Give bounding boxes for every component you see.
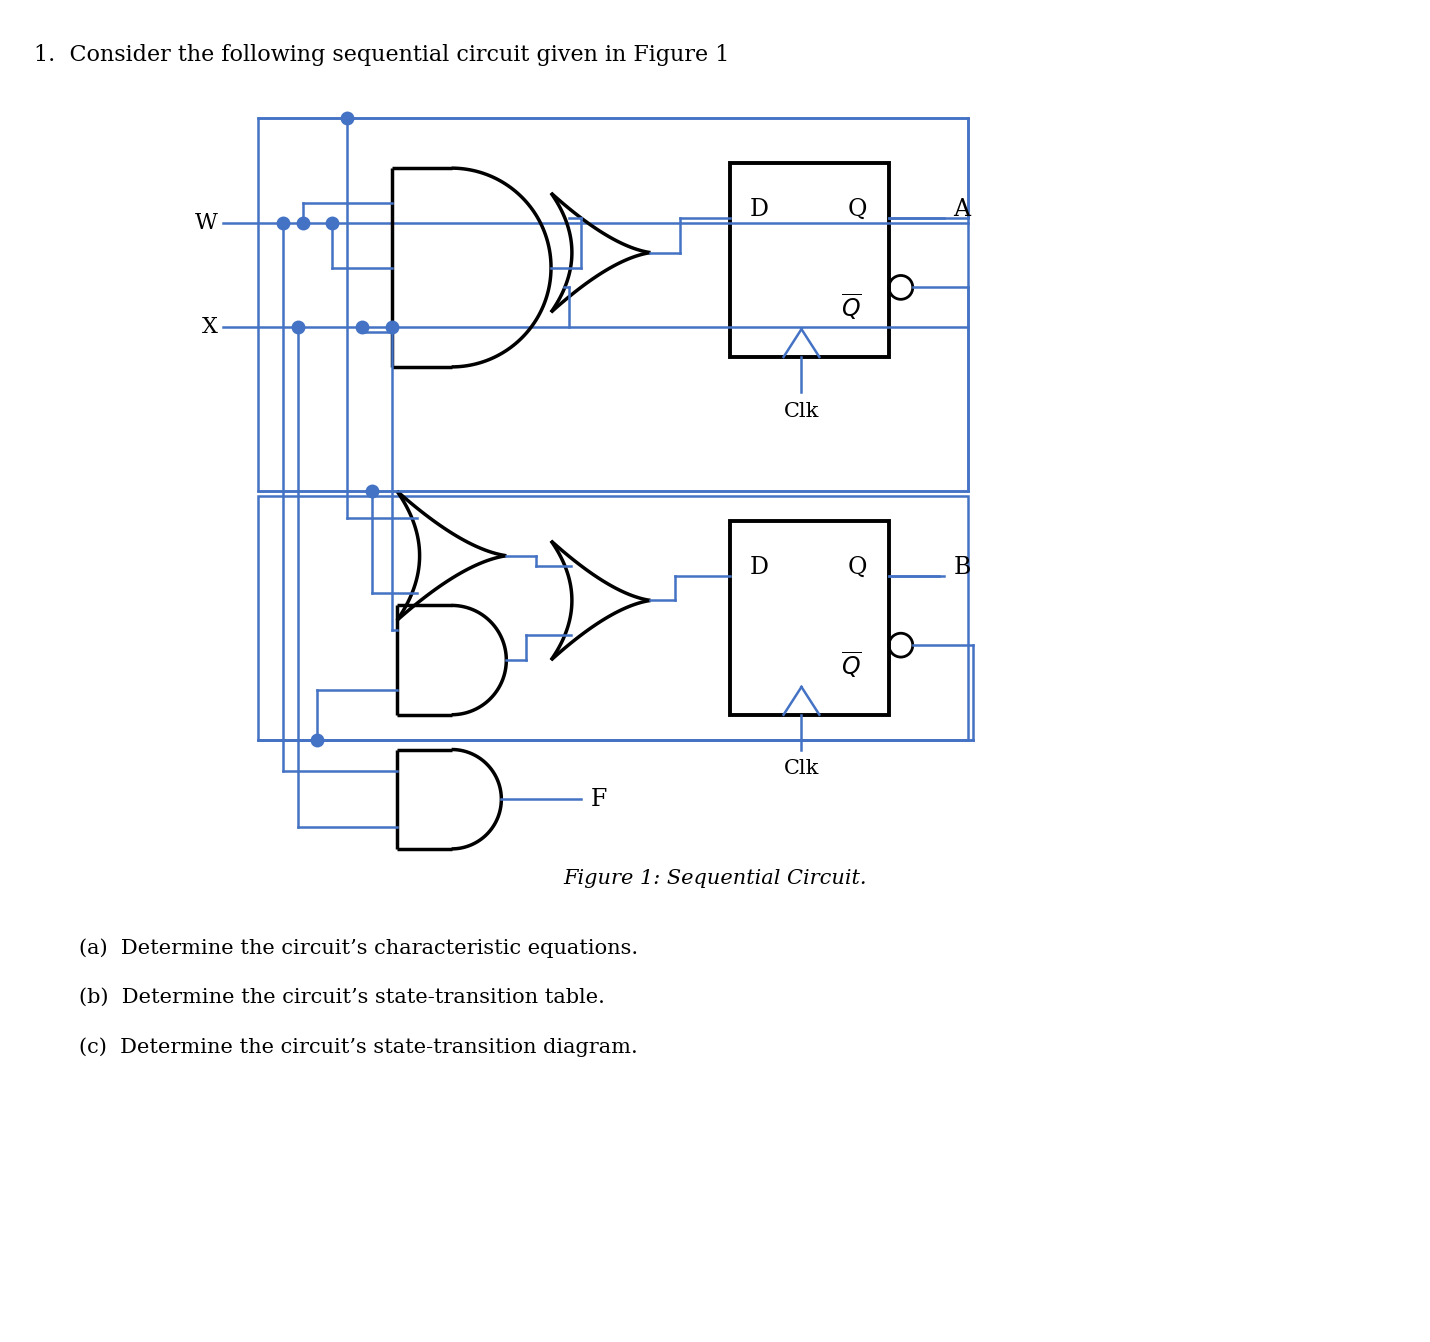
- Text: Figure 1: Sequential Circuit.: Figure 1: Sequential Circuit.: [563, 868, 867, 888]
- Bar: [729, 164, 889, 357]
- Text: A: A: [954, 199, 971, 221]
- Text: Q: Q: [847, 199, 867, 221]
- Text: $\overline{Q}$: $\overline{Q}$: [841, 650, 862, 680]
- Text: F: F: [591, 788, 608, 811]
- Text: B: B: [954, 556, 971, 578]
- Bar: [729, 521, 889, 715]
- Text: (b)  Determine the circuit’s state-transition table.: (b) Determine the circuit’s state-transi…: [79, 988, 605, 1006]
- Bar: [257, 497, 968, 739]
- Text: Q: Q: [847, 556, 867, 578]
- Text: $\overline{Q}$: $\overline{Q}$: [841, 293, 862, 322]
- Bar: [257, 118, 968, 491]
- Text: X: X: [202, 317, 219, 338]
- Text: 1.  Consider the following sequential circuit given in Figure 1: 1. Consider the following sequential cir…: [34, 44, 729, 66]
- Text: D: D: [749, 556, 769, 578]
- Text: (a)  Determine the circuit’s characteristic equations.: (a) Determine the circuit’s characterist…: [79, 938, 638, 958]
- Text: Clk: Clk: [784, 760, 819, 778]
- Text: Clk: Clk: [784, 401, 819, 420]
- Text: D: D: [749, 199, 769, 221]
- Text: W: W: [196, 212, 219, 234]
- Text: (c)  Determine the circuit’s state-transition diagram.: (c) Determine the circuit’s state-transi…: [79, 1037, 638, 1057]
